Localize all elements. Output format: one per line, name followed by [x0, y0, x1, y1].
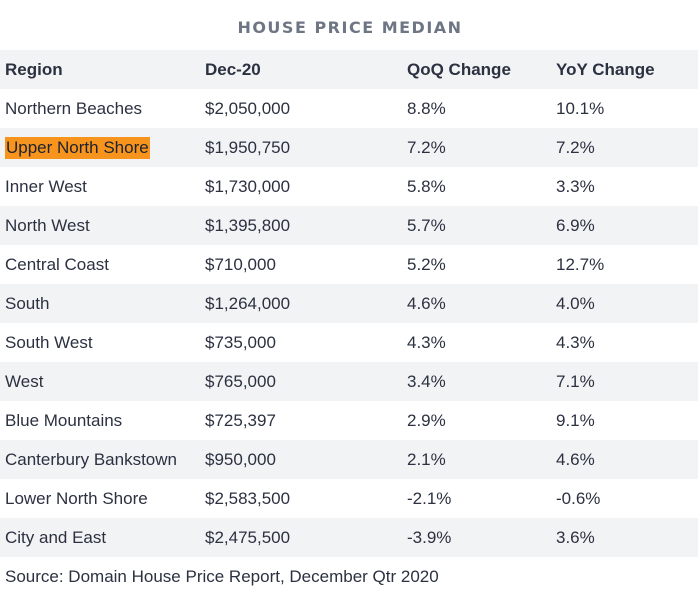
highlighted-region: Upper North Shore	[5, 136, 150, 159]
table-header-row: Region Dec-20 QoQ Change YoY Change	[0, 50, 698, 89]
table-row: Northern Beaches $2,050,000 8.8% 10.1%	[0, 89, 698, 128]
qoq-cell: 8.8%	[407, 98, 446, 118]
table-row: Lower North Shore $2,583,500 -2.1% -0.6%	[0, 479, 698, 518]
qoq-cell: 4.6%	[407, 293, 446, 313]
region-cell: North West	[5, 215, 90, 235]
qoq-cell: 5.7%	[407, 215, 446, 235]
region-cell: South	[5, 293, 50, 313]
house-price-table: Region Dec-20 QoQ Change YoY Change Nort…	[0, 50, 698, 557]
price-cell: $950,000	[205, 449, 276, 469]
region-cell: Blue Mountains	[5, 410, 123, 430]
region-cell: Inner West	[5, 176, 87, 196]
source-note: Source: Domain House Price Report, Decem…	[5, 567, 439, 586]
yoy-cell: 3.3%	[556, 176, 595, 196]
yoy-cell: 3.6%	[556, 527, 595, 547]
price-cell: $2,050,000	[205, 98, 291, 118]
table-row: South West $735,000 4.3% 4.3%	[0, 323, 698, 362]
region-cell: West	[5, 371, 44, 391]
price-cell: $2,475,500	[205, 527, 291, 547]
region-cell: City and East	[5, 527, 107, 547]
price-cell: $1,730,000	[205, 176, 291, 196]
price-cell: $735,000	[205, 332, 276, 352]
qoq-cell: -3.9%	[407, 527, 452, 547]
region-cell: Upper North Shore	[0, 128, 200, 167]
qoq-cell: 5.2%	[407, 254, 446, 274]
table-row: Upper North Shore $1,950,750 7.2% 7.2%	[0, 128, 698, 167]
table-row: Inner West $1,730,000 5.8% 3.3%	[0, 167, 698, 206]
yoy-cell: 6.9%	[556, 215, 595, 235]
header-region: Region	[5, 59, 63, 79]
price-cell: $1,264,000	[205, 293, 291, 313]
qoq-cell: 7.2%	[407, 137, 446, 157]
yoy-cell: 4.3%	[556, 332, 595, 352]
qoq-cell: -2.1%	[407, 488, 452, 508]
yoy-cell: 7.1%	[556, 371, 595, 391]
header-yoy-change: YoY Change	[556, 59, 655, 79]
qoq-cell: 2.9%	[407, 410, 446, 430]
price-cell: $2,583,500	[205, 488, 291, 508]
qoq-cell: 2.1%	[407, 449, 446, 469]
table-row: Canterbury Bankstown $950,000 2.1% 4.6%	[0, 440, 698, 479]
yoy-cell: 7.2%	[556, 137, 595, 157]
table-row: Central Coast $710,000 5.2% 12.7%	[0, 245, 698, 284]
price-cell: $1,395,800	[205, 215, 291, 235]
yoy-cell: 4.6%	[556, 449, 595, 469]
yoy-cell: 4.0%	[556, 293, 595, 313]
yoy-cell: 12.7%	[556, 254, 605, 274]
region-cell: Central Coast	[5, 254, 109, 274]
yoy-cell: -0.6%	[556, 488, 601, 508]
price-cell: $765,000	[205, 371, 276, 391]
header-dec-20: Dec-20	[205, 59, 261, 79]
region-cell: Northern Beaches	[5, 98, 143, 118]
table-row: Blue Mountains $725,397 2.9% 9.1%	[0, 401, 698, 440]
price-cell: $710,000	[205, 254, 276, 274]
table-row: West $765,000 3.4% 7.1%	[0, 362, 698, 401]
qoq-cell: 5.8%	[407, 176, 446, 196]
price-cell: $1,950,750	[205, 137, 291, 157]
qoq-cell: 3.4%	[407, 371, 446, 391]
table-row: North West $1,395,800 5.7% 6.9%	[0, 206, 698, 245]
qoq-cell: 4.3%	[407, 332, 446, 352]
region-cell: Lower North Shore	[5, 488, 148, 508]
header-qoq-change: QoQ Change	[407, 59, 511, 79]
page-title: HOUSE PRICE MEDIAN	[237, 18, 463, 37]
region-cell: Canterbury Bankstown	[5, 449, 177, 469]
region-cell: South West	[5, 332, 93, 352]
table-row: City and East $2,475,500 -3.9% 3.6%	[0, 518, 698, 557]
table-row: South $1,264,000 4.6% 4.0%	[0, 284, 698, 323]
yoy-cell: 9.1%	[556, 410, 595, 430]
yoy-cell: 10.1%	[556, 98, 605, 118]
price-cell: $725,397	[205, 410, 276, 430]
